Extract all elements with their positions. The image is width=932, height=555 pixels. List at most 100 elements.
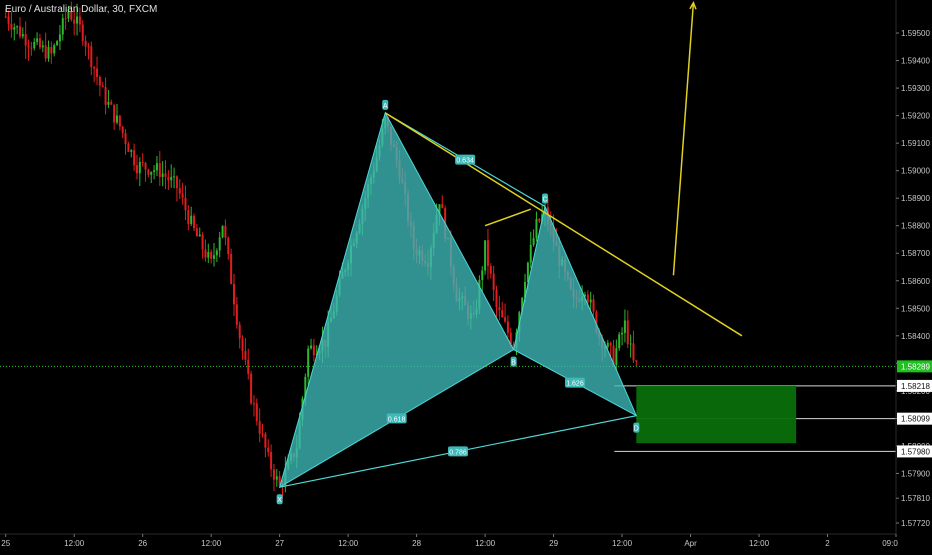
price-tick-label: 1.58800 bbox=[901, 222, 930, 231]
candle-body bbox=[178, 188, 181, 194]
candle-body bbox=[230, 253, 233, 284]
ratio-badge[interactable] bbox=[455, 154, 476, 165]
candle-body bbox=[118, 115, 121, 127]
candle-body bbox=[438, 204, 441, 216]
price-tick-label: 1.58900 bbox=[901, 194, 930, 203]
pattern-point-marker[interactable] bbox=[276, 494, 283, 505]
candle-body bbox=[104, 87, 107, 105]
candle-body bbox=[207, 252, 210, 258]
time-tick-label: 28 bbox=[412, 539, 421, 548]
price-tick-label: 1.58400 bbox=[901, 332, 930, 341]
candle-body bbox=[498, 307, 501, 311]
candle-body bbox=[252, 403, 255, 405]
candle-body bbox=[110, 101, 113, 105]
candle-body bbox=[184, 197, 187, 211]
time-tick-label: 09:0 bbox=[882, 539, 898, 548]
time-tick-label: 12:00 bbox=[338, 539, 359, 548]
pattern-triangle-xab[interactable] bbox=[278, 111, 515, 489]
price-level-tag[interactable] bbox=[897, 379, 932, 392]
candle-body bbox=[175, 176, 178, 189]
projection-line[interactable] bbox=[484, 208, 532, 227]
candle-body bbox=[167, 176, 170, 181]
candle-body bbox=[501, 310, 504, 318]
candle-body bbox=[58, 34, 61, 42]
price-level-tag-label: 1.57980 bbox=[901, 447, 930, 456]
candle-body bbox=[264, 433, 267, 448]
ratio-badge[interactable] bbox=[447, 446, 468, 457]
candle-body bbox=[241, 338, 244, 352]
candle-body bbox=[529, 244, 532, 263]
candle-body bbox=[96, 68, 99, 78]
ratio-badge[interactable] bbox=[564, 377, 585, 388]
time-axis[interactable] bbox=[0, 534, 932, 550]
candle-body bbox=[307, 348, 310, 377]
candle-body bbox=[133, 150, 136, 166]
pattern-point-marker[interactable] bbox=[633, 422, 640, 433]
price-tick-label: 1.59000 bbox=[901, 167, 930, 176]
candle-body bbox=[632, 343, 635, 361]
candle-body bbox=[87, 46, 90, 48]
candle-body bbox=[16, 26, 19, 28]
candle-body bbox=[623, 320, 626, 333]
candle-body bbox=[61, 18, 64, 35]
candle-body bbox=[506, 321, 509, 333]
price-tick-label: 1.59100 bbox=[901, 139, 930, 148]
candle-body bbox=[190, 215, 193, 224]
price-tick-label: 1.59300 bbox=[901, 84, 930, 93]
candle-body bbox=[64, 18, 67, 20]
candle-body bbox=[250, 373, 253, 404]
candle-body bbox=[629, 343, 632, 345]
current-price-tag[interactable] bbox=[897, 360, 932, 373]
candle-body bbox=[93, 67, 96, 69]
candle-body bbox=[261, 433, 264, 435]
candle-body bbox=[70, 11, 73, 20]
candle-body bbox=[272, 469, 275, 480]
ratio-badge[interactable] bbox=[386, 413, 407, 424]
candle-body bbox=[255, 403, 258, 422]
pattern-point-marker[interactable] bbox=[542, 193, 549, 204]
projection-line[interactable] bbox=[384, 112, 743, 337]
candle-body bbox=[153, 170, 156, 172]
price-tick-label: 1.57720 bbox=[901, 519, 930, 528]
target-zone[interactable] bbox=[636, 385, 797, 444]
price-tick-label: 1.58700 bbox=[901, 249, 930, 258]
price-tick-label: 1.59500 bbox=[901, 29, 930, 38]
candle-body bbox=[13, 27, 16, 30]
candle-body bbox=[193, 215, 196, 229]
candle-body bbox=[135, 165, 138, 174]
candle-body bbox=[278, 476, 281, 486]
candle-body bbox=[606, 342, 609, 347]
pattern-point-label: C bbox=[542, 196, 547, 203]
candle-body bbox=[618, 334, 621, 349]
candle-body bbox=[215, 250, 218, 256]
pattern-point-marker[interactable] bbox=[510, 356, 517, 367]
time-tick-label: 25 bbox=[1, 539, 10, 548]
candle-body bbox=[615, 348, 618, 365]
price-level-tag[interactable] bbox=[897, 412, 932, 425]
price-level-tag[interactable] bbox=[897, 445, 932, 458]
time-tick-label: 12:00 bbox=[201, 539, 222, 548]
projection-arrow-line[interactable] bbox=[672, 2, 695, 276]
candle-body bbox=[492, 273, 495, 290]
pattern-point-label: X bbox=[277, 497, 282, 504]
candle-body bbox=[532, 238, 535, 245]
candle-body bbox=[621, 332, 624, 335]
price-level-tag-label: 1.58218 bbox=[901, 382, 930, 391]
pattern-point-marker[interactable] bbox=[382, 99, 389, 110]
price-tick-label: 1.59400 bbox=[901, 57, 930, 66]
time-tick-label: 12:00 bbox=[612, 539, 633, 548]
candle-body bbox=[10, 23, 13, 30]
time-tick-label: 27 bbox=[275, 539, 284, 548]
candle-body bbox=[101, 85, 104, 88]
price-level-tag-label: 1.58099 bbox=[901, 415, 930, 424]
candle-body bbox=[124, 133, 127, 144]
candle-body bbox=[238, 324, 241, 339]
candle-body bbox=[489, 265, 492, 274]
price-tick-label: 1.58500 bbox=[901, 304, 930, 313]
candle-body bbox=[275, 476, 278, 480]
ratio-label: 0.618 bbox=[388, 416, 406, 423]
candle-body bbox=[595, 311, 598, 333]
price-axis[interactable] bbox=[896, 0, 932, 550]
